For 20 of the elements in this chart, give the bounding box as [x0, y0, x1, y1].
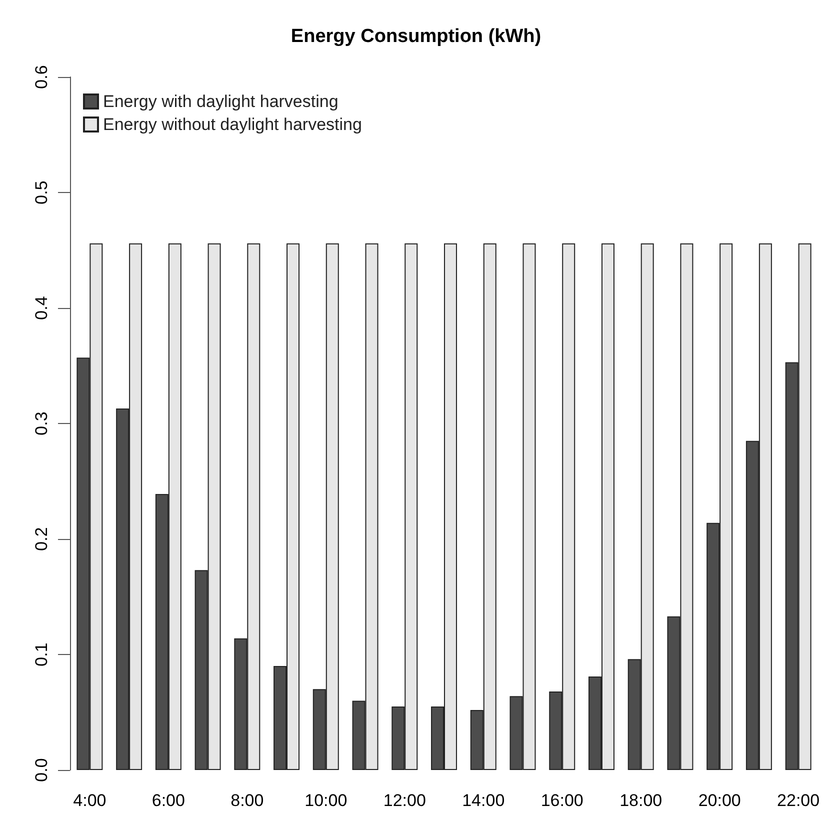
x-tick-label: 10:00 — [304, 791, 348, 810]
x-tick-label: 14:00 — [462, 791, 505, 810]
legend-label: Energy with daylight harvesting — [103, 92, 338, 111]
y-tick-label: 0.1 — [32, 642, 51, 666]
y-tick-label: 0.5 — [32, 180, 51, 204]
x-tick-label: 20:00 — [698, 791, 741, 810]
y-tick-label: 0.0 — [32, 758, 51, 782]
y-tick-label: 0.3 — [32, 412, 51, 436]
x-tick-label: 22:00 — [777, 791, 820, 810]
y-tick-label: 0.6 — [32, 65, 51, 89]
chart-title: Energy Consumption (kWh) — [290, 26, 542, 47]
x-tick-label: 16:00 — [540, 791, 584, 810]
x-tick-label: 8:00 — [230, 791, 264, 810]
x-tick-label: 12:00 — [383, 791, 426, 810]
x-tick-label: 4:00 — [73, 791, 106, 810]
y-tick-label: 0.2 — [32, 527, 51, 551]
y-tick-label: 0.4 — [32, 296, 51, 320]
x-tick-label: 18:00 — [620, 791, 662, 810]
x-tick-label: 6:00 — [152, 791, 185, 810]
legend-label: Energy without daylight harvesting — [103, 115, 362, 134]
